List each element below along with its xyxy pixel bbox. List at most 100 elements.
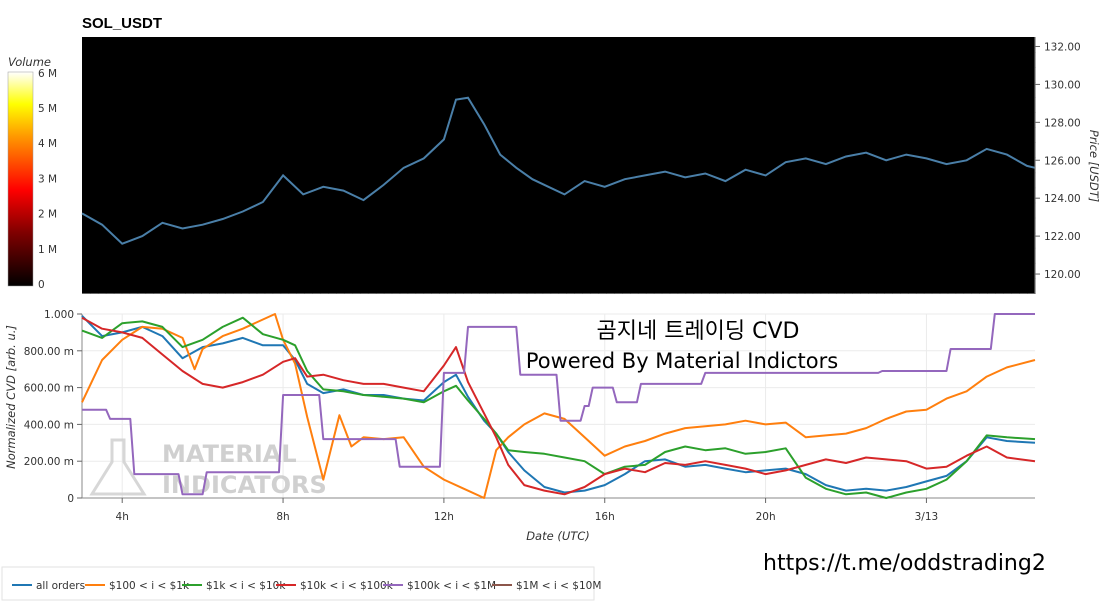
heatmap-cell: [359, 247, 369, 264]
cvd-x-tick-label: 4h: [116, 511, 129, 523]
heatmap-cell: [375, 82, 385, 98]
heatmap-cell: [1003, 187, 1012, 204]
heatmap-cell: [622, 277, 631, 294]
heatmap-cell: [367, 277, 377, 294]
heatmap-cell: [606, 82, 615, 98]
heatmap-cell: [129, 112, 139, 128]
heatmap-cell: [749, 127, 758, 144]
heatmap-cell: [518, 277, 528, 294]
heatmap-cell: [526, 82, 536, 98]
heatmap-cell: [304, 232, 313, 249]
heatmap-cell: [415, 262, 425, 279]
heatmap-cell: [836, 247, 845, 264]
heatmap-cell: [955, 97, 965, 113]
heatmap-cell: [82, 262, 91, 279]
heatmap-cell: [121, 157, 131, 174]
heatmap-cell: [240, 157, 250, 174]
heatmap-cell: [828, 37, 838, 53]
heatmap-cell: [336, 187, 345, 204]
heatmap-cell: [582, 187, 591, 204]
heatmap-cell: [733, 112, 742, 128]
heatmap-cell: [661, 202, 671, 219]
heatmap-cell: [455, 187, 464, 204]
heatmap-cell: [455, 127, 464, 144]
heatmap-cell: [582, 232, 591, 249]
heatmap-cell: [733, 82, 742, 98]
heatmap-cell: [177, 127, 186, 144]
heatmap-cell: [423, 82, 433, 98]
heatmap-cell: [217, 127, 226, 144]
heatmap-cell: [542, 142, 552, 159]
heatmap-cell: [177, 97, 186, 113]
price-line: [81, 96, 1036, 245]
heatmap-cell: [836, 277, 845, 294]
heatmap-cell: [224, 232, 234, 249]
heatmap-cell: [407, 142, 417, 159]
heatmap-cell: [518, 82, 528, 98]
heatmap-cell: [1003, 202, 1012, 219]
heatmap-cell: [836, 97, 845, 113]
heatmap-cell: [224, 37, 234, 53]
heatmap-cell: [939, 142, 949, 159]
heatmap-cell: [169, 172, 178, 189]
heatmap-cell: [153, 82, 163, 98]
heatmap-cell: [987, 247, 996, 264]
heatmap-cell: [828, 217, 838, 234]
watermark-line-1: MATERIAL: [162, 440, 297, 468]
heatmap-cell: [749, 232, 758, 249]
heatmap-cell: [653, 127, 663, 144]
heatmap-cell: [709, 97, 718, 113]
heatmap-cell: [685, 172, 695, 189]
heatmap-cell: [812, 277, 822, 294]
heatmap-cell: [963, 217, 973, 234]
heatmap-cell: [145, 112, 155, 128]
heatmap-cell: [264, 97, 274, 113]
heatmap-cell: [145, 247, 155, 264]
heatmap-cell: [915, 112, 925, 128]
heatmap-cell: [995, 217, 1004, 234]
colorbar-tick: 2 M: [38, 209, 57, 221]
heatmap-cell: [788, 187, 798, 204]
heatmap-cell: [344, 202, 353, 219]
heatmap-cell: [280, 82, 290, 98]
heatmap-cell: [105, 142, 115, 159]
heatmap-cell: [89, 67, 99, 83]
heatmap-cell: [693, 142, 703, 159]
heatmap-cell: [463, 262, 472, 279]
heatmap-cell: [479, 127, 488, 144]
legend-item-label: $1M < i < $10M: [516, 580, 601, 592]
heatmap-cell: [137, 82, 147, 98]
heatmap-cell: [248, 112, 258, 128]
heatmap-cell: [105, 217, 115, 234]
heatmap-cell: [240, 82, 250, 98]
heatmap-cell: [550, 82, 560, 98]
heatmap-cell: [494, 67, 504, 83]
heatmap-cell: [185, 262, 194, 279]
heatmap-cell: [558, 202, 568, 219]
heatmap-cell: [836, 142, 845, 159]
heatmap-cell: [852, 127, 861, 144]
heatmap-cell: [701, 127, 710, 144]
heatmap-cell: [637, 82, 647, 98]
heatmap-cell: [217, 82, 226, 98]
heatmap-cell: [749, 217, 758, 234]
heatmap-cell: [344, 127, 353, 144]
heatmap-cell: [137, 217, 147, 234]
chart-title: SOL_USDT: [82, 15, 162, 32]
heatmap-cell: [764, 127, 774, 144]
heatmap-cell: [415, 247, 425, 264]
heatmap-cell: [82, 127, 91, 144]
heatmap-cell: [121, 97, 131, 113]
heatmap-cell: [590, 82, 599, 98]
heatmap-cell: [884, 157, 893, 174]
heatmap-cell: [677, 262, 687, 279]
heatmap-cell: [383, 277, 393, 294]
heatmap-cell: [129, 142, 139, 159]
heatmap-cell: [447, 277, 456, 294]
heatmap-cell: [423, 247, 433, 264]
heatmap-cell: [971, 232, 981, 249]
heatmap-cell: [288, 112, 298, 128]
heatmap-cell: [590, 262, 599, 279]
heatmap-cell: [224, 142, 234, 159]
heatmap-cell: [312, 262, 321, 279]
